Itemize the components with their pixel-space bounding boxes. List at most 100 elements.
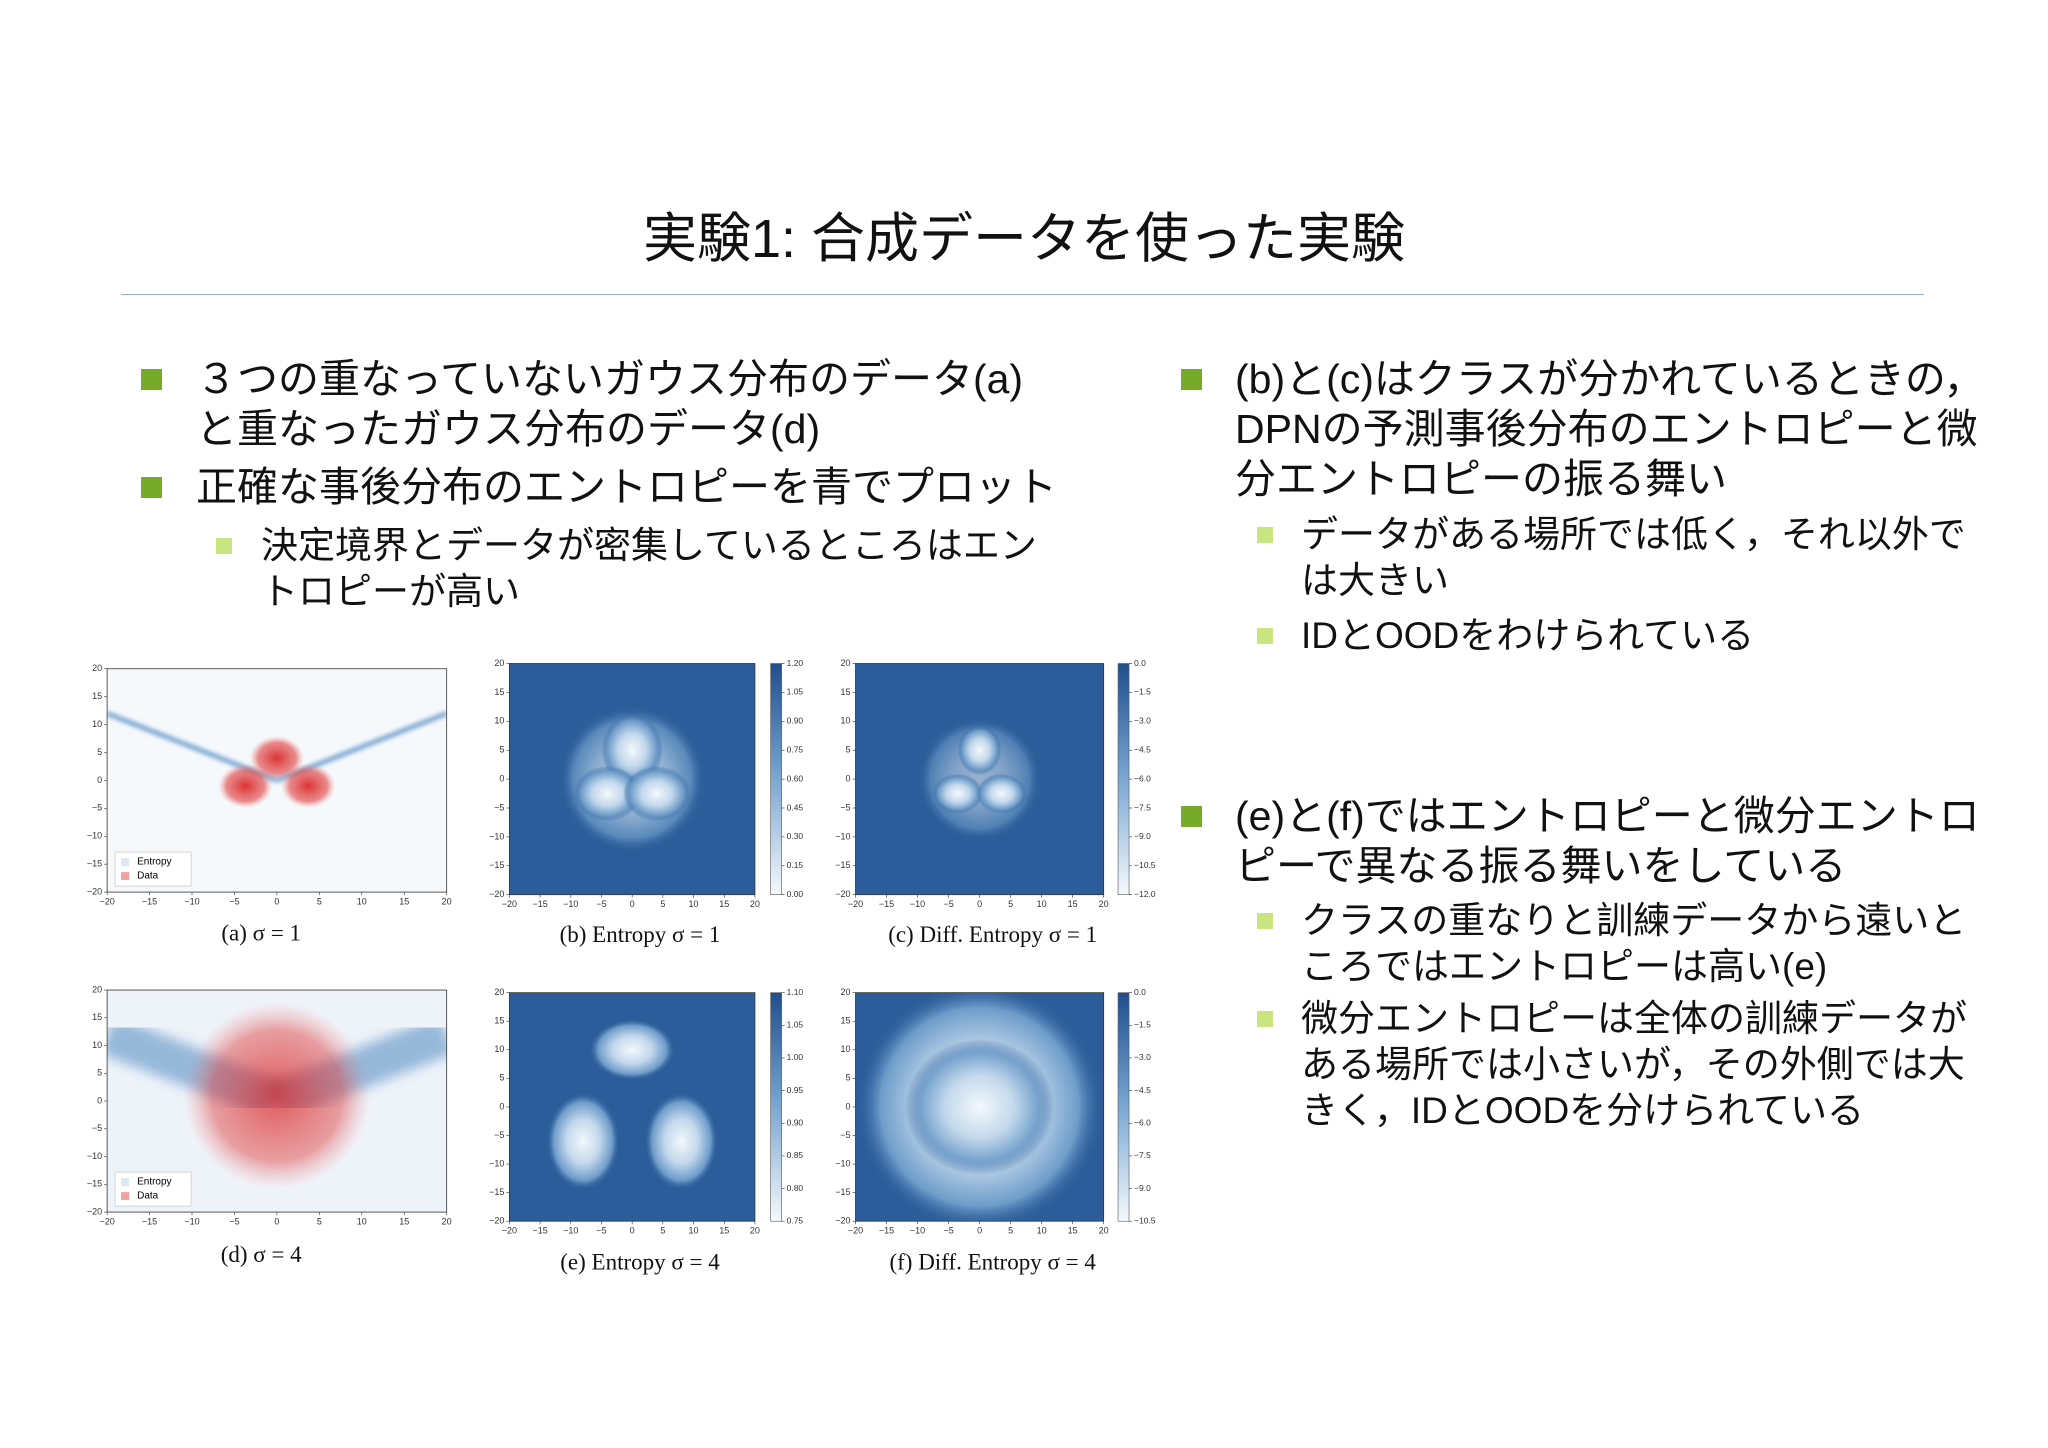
plot-image [855, 992, 1104, 1222]
bullet-text: 正確な事後分布のエントロピーを青でプロット [196, 462, 1057, 512]
x-tick-label: −10 [184, 896, 199, 906]
x-tick-label: 5 [317, 896, 322, 906]
colorbar-label: 0.85 [787, 1150, 804, 1160]
colorbar-label: 0.45 [787, 802, 804, 812]
y-tick-label: 5 [97, 1068, 102, 1078]
x-tick-label: 20 [1099, 899, 1109, 909]
text-line: (e)と(f)ではエントロピーと微分エントロ [1235, 793, 1980, 839]
bullet-marker [1181, 805, 1202, 827]
y-tick-label: 0 [845, 773, 850, 783]
legend-label: Entropy [137, 1177, 171, 1188]
y-tick-label: 10 [494, 1044, 504, 1054]
y-tick-label: 20 [840, 658, 850, 668]
x-tick-label: 0 [274, 1216, 279, 1226]
x-tick-label: 15 [719, 1226, 729, 1236]
y-tick-label: 0 [97, 775, 102, 785]
figure-caption: (f) Diff. Entropy σ = 4 [889, 1250, 1096, 1275]
contour-region [976, 773, 1027, 814]
x-tick-label: 20 [750, 899, 760, 909]
y-tick-label: 15 [92, 691, 102, 701]
contour-region [957, 725, 1002, 776]
colorbar-label: 0.30 [787, 831, 804, 841]
bullet-text: (e)と(f)ではエントロピーと微分エントロ ピーで異なる振る舞いをしている [1235, 791, 1980, 891]
sub-bullet-text: 微分エントロピーは全体の訓練データが ある場所では小さいが，その外側では大 きく，I… [1301, 996, 1967, 1134]
y-tick-label: 20 [494, 987, 504, 997]
y-tick-label: 10 [494, 716, 504, 726]
y-tick-label: −10 [87, 1151, 102, 1161]
x-tick-label: −5 [596, 1226, 606, 1236]
colorbar-label: 0.00 [787, 889, 804, 899]
y-tick-label: −5 [92, 1123, 102, 1133]
colorbar-label: 0.0 [1134, 658, 1146, 668]
colorbar-label: −4.5 [1134, 744, 1151, 754]
x-tick-label: 15 [719, 899, 729, 909]
x-tick-label: 10 [689, 1226, 699, 1236]
figure-caption: (e) Entropy σ = 4 [560, 1250, 720, 1275]
y-tick-label: 5 [97, 747, 102, 757]
y-tick-label: −5 [494, 1130, 504, 1140]
colorbar-label: 0.75 [787, 1215, 804, 1225]
data-cluster [281, 763, 336, 809]
x-tick-label: 0 [274, 896, 279, 906]
legend-label: Entropy [137, 857, 171, 868]
plot: Entropy Data −20 −15 −10 −5 0 5 10 15 20 −20 −15 −10 −… [87, 984, 452, 1266]
figure-caption: (c) Diff. Entropy σ = 1 [888, 922, 1097, 947]
y-tick-label: 15 [840, 687, 850, 697]
text-line: 決定境界とデータが密集しているところはエン [261, 525, 1037, 566]
x-tick-label: −15 [532, 1226, 547, 1236]
colorbar-label: −6.0 [1134, 1118, 1151, 1128]
y-tick-label: −15 [835, 860, 850, 870]
contour-region [622, 765, 691, 822]
x-tick-label: −10 [563, 1226, 578, 1236]
text-line: データがある場所では低く，それ以外で [1301, 514, 1966, 555]
colorbar-label: −7.5 [1134, 802, 1151, 812]
x-tick-label: −20 [502, 899, 517, 909]
plot: 0.0 −1.5 −3.0 −4.5 −6.0 −7.5 −9.0 −10.5 −20 −15 −1… [835, 987, 1156, 1275]
sub-bullet-text: 決定境界とデータが密集しているところはエン トロピーが高い [261, 523, 1037, 615]
colorbar [1117, 663, 1130, 895]
colorbar [770, 663, 782, 895]
text-line: は大きい [1301, 560, 1449, 601]
sub-bullet-text: クラスの重なりと訓練データから遠いと ころではエントロピーは高い(e) [1301, 898, 1966, 990]
colorbar-label: −9.0 [1134, 1183, 1151, 1193]
y-tick-label: −15 [835, 1187, 850, 1197]
y-tick-label: 10 [92, 719, 102, 729]
colorbar-label: −1.5 [1134, 1020, 1151, 1030]
bullet-text: (b)と(c)はクラスが分かれているときの， DPNの予測事後分布のエントロピーと… [1235, 354, 1984, 504]
x-tick-label: −15 [142, 896, 157, 906]
y-tick-label: 15 [92, 1012, 102, 1022]
plot: 1.10 1.05 1.00 0.95 0.90 0.85 0.80 0.75 −20 −15 −1… [489, 987, 803, 1275]
y-tick-label: 5 [845, 1073, 850, 1083]
x-tick-label: −20 [502, 1226, 517, 1236]
y-tick-label: 15 [840, 1016, 850, 1026]
text-line: きく，IDとOODを分けられている [1301, 1090, 1865, 1131]
legend-label: Data [137, 871, 159, 882]
y-tick-label: −20 [489, 1216, 504, 1226]
text-line: 正確な事後分布のエントロピーを青でプロット [196, 464, 1057, 510]
text-line: ころではエントロピーは高い(e) [1301, 946, 1828, 987]
y-tick-label: −10 [87, 831, 102, 841]
x-tick-label: 20 [750, 1226, 760, 1236]
y-tick-label: −20 [835, 889, 850, 899]
plot-image [509, 663, 755, 895]
y-tick-label: −20 [489, 889, 504, 899]
y-tick-label: −5 [92, 803, 102, 813]
x-tick-label: 20 [1099, 1226, 1109, 1236]
legend-swatch [121, 1178, 130, 1187]
text-line: と重なったガウス分布のデータ(d) [196, 406, 821, 452]
y-tick-label: −10 [489, 1158, 504, 1168]
y-tick-label: 10 [840, 716, 850, 726]
y-tick-label: −20 [87, 1206, 102, 1216]
colorbar-label: 1.05 [787, 687, 804, 697]
y-tick-label: 20 [92, 663, 102, 673]
plot-image [509, 992, 755, 1222]
y-tick-label: 10 [840, 1044, 850, 1054]
colorbar-label: 0.15 [787, 860, 804, 870]
x-tick-label: 5 [1008, 899, 1013, 909]
y-tick-label: 0 [97, 1095, 102, 1105]
y-tick-label: −10 [835, 831, 850, 841]
contour-region [905, 1038, 1055, 1176]
x-tick-label: 0 [977, 899, 982, 909]
x-tick-label: −5 [943, 899, 953, 909]
data-cluster [183, 1002, 371, 1189]
